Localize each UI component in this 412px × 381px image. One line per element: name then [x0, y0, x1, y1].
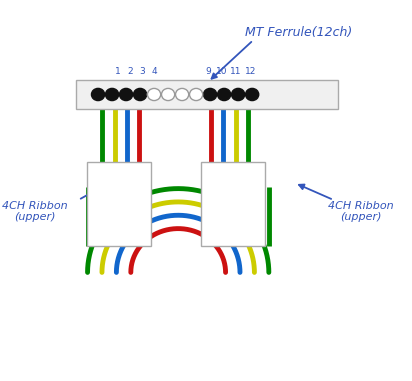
Bar — [76, 80, 338, 109]
Text: 10: 10 — [216, 67, 227, 76]
Circle shape — [105, 88, 119, 101]
Circle shape — [246, 88, 259, 101]
Circle shape — [190, 88, 203, 101]
Circle shape — [133, 88, 147, 101]
Circle shape — [232, 88, 245, 101]
Circle shape — [218, 88, 231, 101]
Text: 2: 2 — [127, 67, 133, 76]
Text: 1: 1 — [115, 67, 120, 76]
Text: 12: 12 — [245, 67, 256, 76]
Circle shape — [162, 88, 175, 101]
Circle shape — [147, 88, 161, 101]
Text: 3: 3 — [139, 67, 145, 76]
Circle shape — [204, 88, 217, 101]
Text: 11: 11 — [230, 67, 241, 76]
Text: 4CH Ribbon
(upper): 4CH Ribbon (upper) — [328, 201, 393, 222]
Bar — [87, 162, 151, 246]
Circle shape — [91, 88, 105, 101]
Circle shape — [119, 88, 133, 101]
Bar — [201, 162, 265, 246]
Circle shape — [176, 88, 189, 101]
Text: 9: 9 — [205, 67, 211, 76]
Text: MT Ferrule(12ch): MT Ferrule(12ch) — [245, 26, 352, 39]
Text: 4CH Ribbon
(upper): 4CH Ribbon (upper) — [2, 201, 68, 222]
Text: 4: 4 — [152, 67, 157, 76]
